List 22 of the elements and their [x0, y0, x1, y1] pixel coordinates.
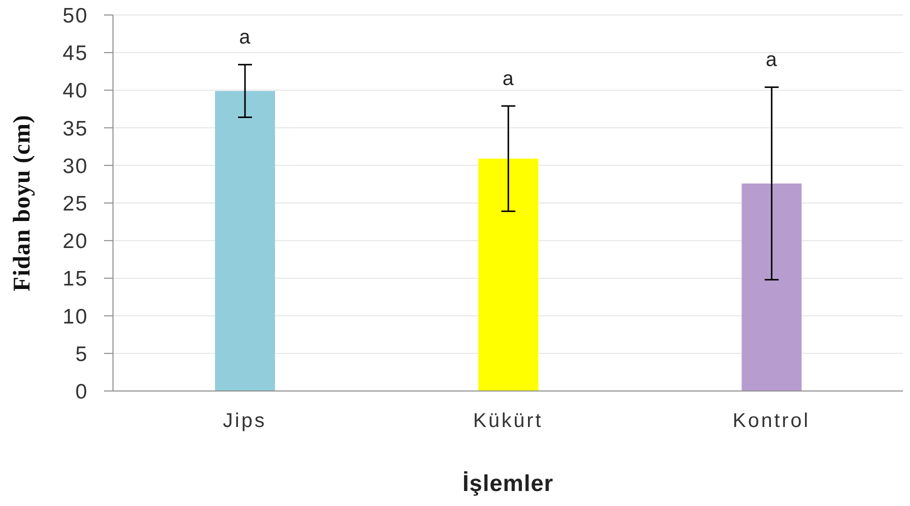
bar [742, 183, 802, 391]
annotation: a [502, 68, 514, 90]
bar [478, 158, 538, 391]
y-tick-label: 30 [62, 154, 88, 178]
y-tick-label: 35 [62, 117, 88, 140]
x-tick-label: Kükürt [473, 410, 543, 432]
bar [215, 90, 275, 391]
y-tick-label: 15 [62, 268, 88, 291]
y-tick-label: 45 [62, 42, 88, 66]
y-tick-label: 40 [62, 80, 88, 103]
annotation: a [239, 26, 252, 49]
y-tick-label: 25 [62, 192, 88, 216]
annotation: a [766, 49, 778, 72]
x-tick-label: Jips [222, 410, 266, 432]
x-tick-label: Kontrol [732, 410, 810, 432]
y-tick-label: 50 [62, 4, 88, 28]
y-tick-label: 10 [62, 305, 88, 328]
y-axis-title: Fidan boyu (cm) [10, 114, 36, 292]
x-axis-title: İşlemler [462, 470, 554, 496]
y-tick-label: 20 [62, 230, 88, 254]
y-tick-label: 5 [75, 342, 88, 366]
y-tick-label: 0 [75, 380, 88, 404]
